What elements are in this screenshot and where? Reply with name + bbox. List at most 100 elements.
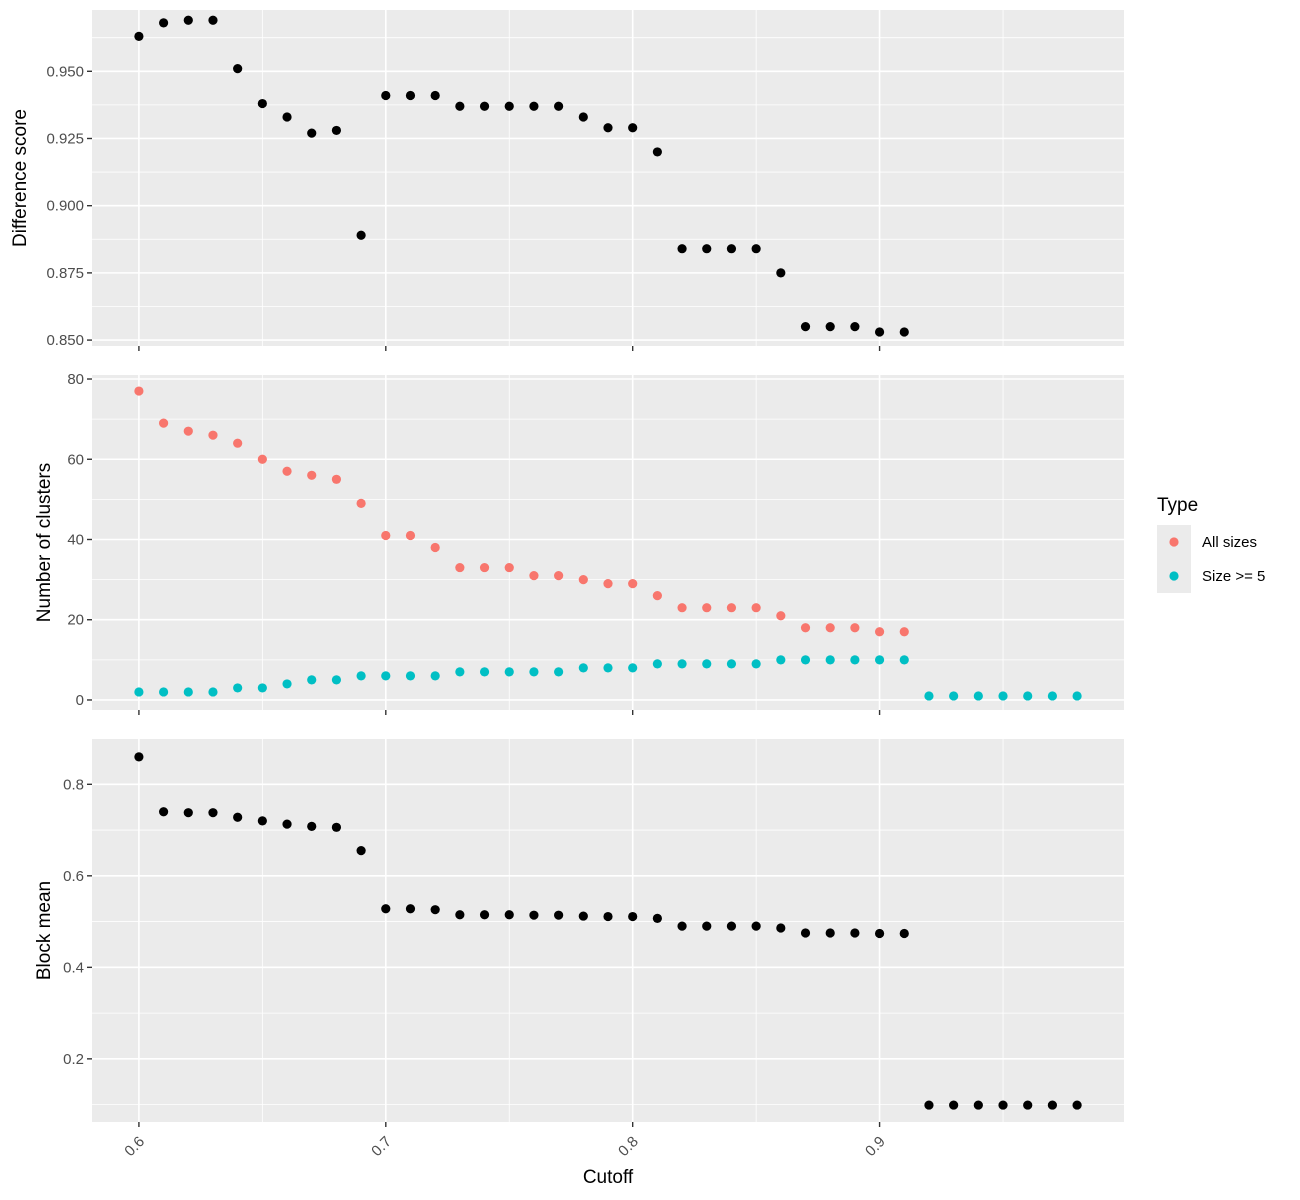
legend-title: Type (1157, 495, 1198, 516)
data-point-panel1-series1 (874, 327, 885, 337)
data-point-panel3-series1 (1023, 1100, 1033, 1110)
data-point-panel2-series1 (850, 623, 860, 633)
data-point-panel3-series1 (874, 928, 885, 939)
legend-key-dot (1169, 537, 1179, 547)
data-point-panel2-series2 (257, 683, 267, 693)
data-point-panel3-series1 (208, 808, 218, 818)
data-point-panel3-series1 (282, 819, 292, 829)
data-point-panel1-series1 (529, 101, 539, 111)
data-point-panel2-series2 (776, 655, 786, 665)
data-point-panel2-series2 (208, 687, 218, 697)
data-point-panel3-series1 (381, 904, 391, 914)
data-point-panel2-series2 (726, 659, 737, 669)
data-point-panel3-series1 (973, 1100, 983, 1110)
data-point-panel2-series1 (677, 603, 687, 613)
x-tick-label: 0.9 (862, 1133, 889, 1160)
data-point-panel2-series2 (751, 659, 761, 669)
data-point-panel2-series2 (578, 663, 588, 673)
data-point-panel3-series1 (529, 910, 539, 920)
data-point-panel2-series1 (800, 623, 811, 633)
data-point-panel1-series1 (134, 31, 144, 41)
data-point-panel1-series1 (554, 101, 564, 111)
data-point-panel2-series2 (307, 675, 317, 685)
data-point-panel2-series2 (183, 687, 193, 697)
data-point-panel1-series1 (307, 128, 317, 138)
y-tick-label: 0.8 (63, 776, 84, 793)
data-point-panel2-series2 (158, 687, 169, 697)
data-point-panel2-series1 (702, 603, 712, 613)
data-point-panel3-series1 (850, 928, 860, 938)
y-tick-label: 0.4 (63, 959, 84, 976)
data-point-panel3-series1 (356, 846, 366, 856)
x-tick-label: 0.8 (615, 1133, 642, 1160)
data-point-panel3-series1 (233, 812, 243, 822)
data-point-panel2-series2 (924, 691, 934, 701)
data-point-panel1-series1 (776, 268, 786, 278)
data-point-panel1-series1 (603, 123, 613, 133)
y-tick-label: 0.950 (46, 63, 84, 80)
data-point-panel2-series1 (405, 530, 416, 541)
data-point-panel2-series1 (307, 470, 317, 480)
data-point-panel3-series1 (1047, 1100, 1058, 1110)
data-point-panel1-series1 (652, 147, 662, 157)
data-point-panel1-series1 (899, 327, 909, 337)
data-point-panel2-series2 (405, 671, 416, 681)
data-point-panel1-series1 (331, 125, 342, 136)
data-point-panel1-series1 (381, 90, 391, 101)
data-point-panel1-series1 (455, 101, 465, 111)
data-point-panel3-series1 (430, 905, 440, 915)
data-point-panel3-series1 (504, 910, 514, 920)
data-point-panel2-series2 (479, 667, 490, 677)
y-tick-label: 0.6 (63, 868, 84, 885)
data-point-panel2-series1 (628, 579, 638, 589)
data-point-panel3-series1 (134, 752, 144, 762)
data-point-panel3-series1 (257, 816, 267, 826)
data-point-panel2-series2 (874, 655, 885, 665)
data-point-panel3-series1 (479, 910, 490, 920)
data-point-panel2-series2 (603, 663, 613, 673)
legend-key-dot (1169, 571, 1179, 581)
data-point-panel2-series2 (282, 679, 292, 689)
data-point-panel3-series1 (603, 911, 613, 922)
data-point-panel3-series1 (652, 913, 662, 923)
data-point-panel1-series1 (158, 18, 169, 28)
data-point-panel3-series1 (776, 923, 786, 933)
data-point-panel2-series1 (874, 627, 885, 637)
data-point-panel3-series1 (800, 928, 811, 938)
data-point-panel3-series1 (331, 822, 342, 832)
data-point-panel2-series1 (134, 386, 144, 396)
data-point-panel1-series1 (800, 322, 811, 332)
data-point-panel2-series1 (331, 474, 342, 484)
data-point-panel2-series2 (529, 667, 539, 677)
data-point-panel2-series1 (825, 623, 835, 633)
data-point-panel3-series1 (554, 910, 564, 920)
data-point-panel1-series1 (183, 15, 193, 25)
data-point-panel2-series1 (430, 542, 440, 553)
y-axis-title: Number of clusters (34, 463, 55, 622)
data-point-panel2-series1 (257, 454, 267, 464)
data-point-panel3-series1 (702, 921, 712, 931)
data-point-panel2-series2 (677, 659, 687, 669)
y-tick-label: 0.2 (63, 1051, 84, 1068)
data-point-panel2-series1 (504, 562, 514, 573)
data-point-panel3-series1 (924, 1100, 934, 1110)
data-point-panel2-series1 (899, 627, 909, 637)
data-point-panel2-series2 (899, 655, 909, 665)
data-point-panel2-series2 (430, 671, 440, 681)
y-tick-label: 0.850 (46, 332, 84, 349)
data-point-panel1-series1 (578, 112, 588, 122)
data-point-panel2-series1 (751, 603, 761, 613)
x-tick-label: 0.7 (368, 1133, 395, 1160)
data-point-panel1-series1 (825, 322, 835, 332)
data-point-panel2-series1 (776, 611, 786, 621)
data-point-panel2-series2 (949, 691, 959, 701)
y-tick-label: 60 (67, 451, 84, 468)
y-tick-label: 0.900 (46, 198, 84, 215)
data-point-panel1-series1 (702, 244, 712, 254)
data-point-panel2-series2 (800, 655, 811, 665)
y-axis-title: Difference score (10, 109, 31, 247)
data-point-panel2-series1 (455, 562, 465, 573)
data-point-panel2-series1 (158, 418, 169, 428)
data-point-panel2-series1 (233, 438, 243, 448)
